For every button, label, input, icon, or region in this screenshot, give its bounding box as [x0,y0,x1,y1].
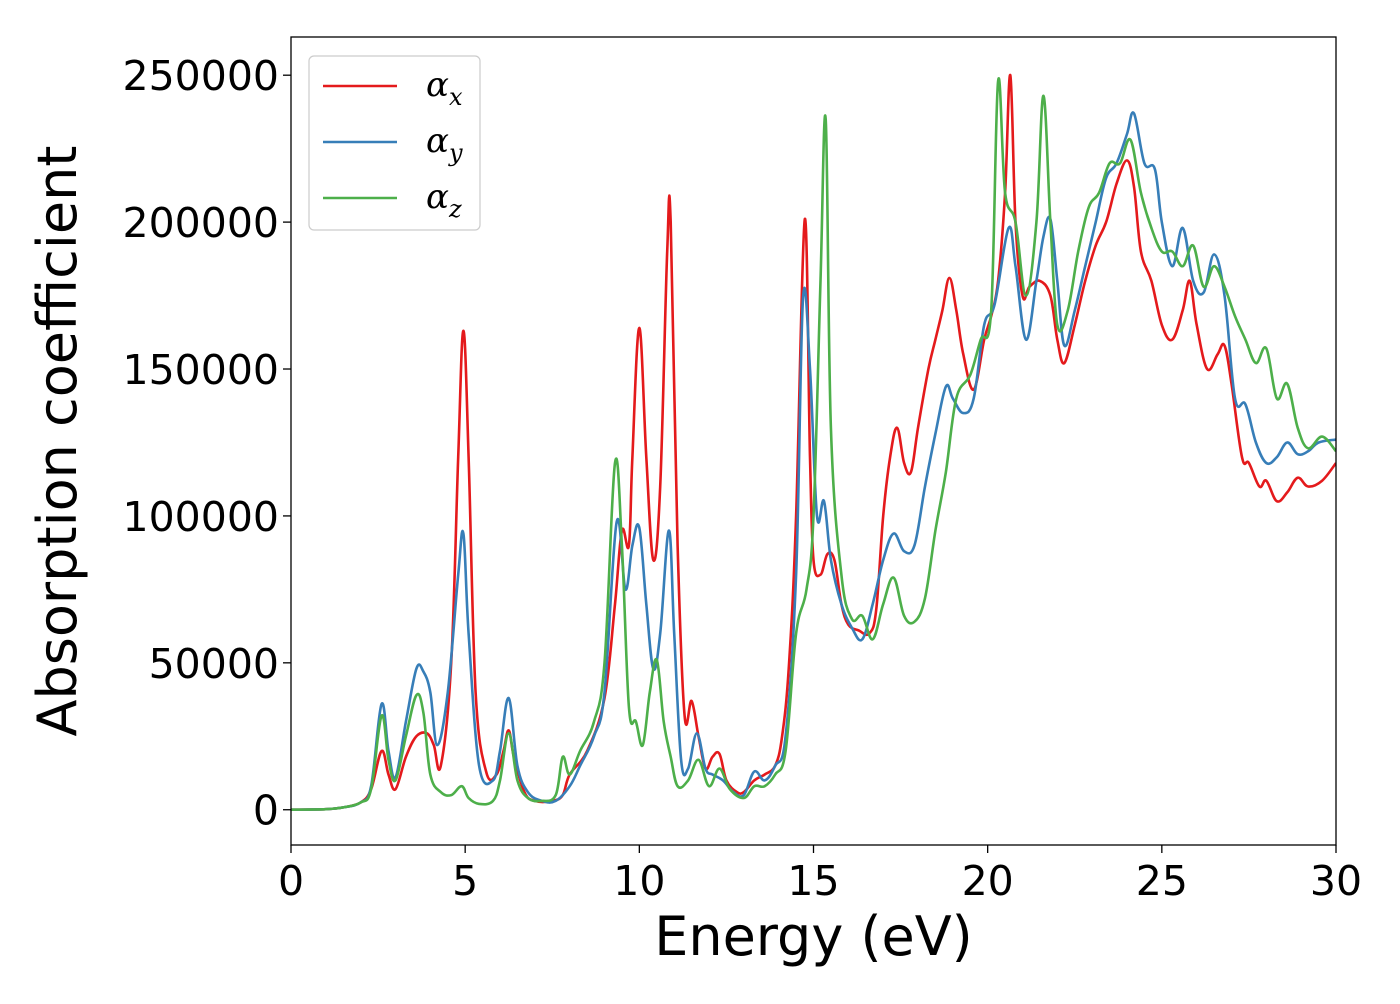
series-line-alpha-y [291,111,1336,811]
y-axis-label: Absorption coefficient [26,146,89,737]
x-tick-label: 20 [962,857,1014,905]
x-axis: 0 5 10 15 20 25 30 [278,845,1362,905]
x-tick-label: 15 [787,857,839,905]
x-tick-label: 25 [1136,857,1188,905]
y-tick-label: 250000 [122,52,279,100]
x-axis-label: Energy (eV) [654,905,973,968]
y-tick-label: 200000 [122,199,279,247]
legend-label-alpha-x: αx [426,65,463,111]
y-tick-label: 0 [253,787,279,835]
legend-label-alpha-y: αy [426,121,463,167]
legend-label-alpha-z: αz [426,177,462,223]
x-tick-label: 0 [278,857,304,905]
series-line-alpha-z [291,77,1336,811]
y-axis: 0 50000 100000 150000 200000 250000 [122,52,291,835]
x-tick-label: 10 [613,857,665,905]
x-tick-label: 5 [452,857,478,905]
series-group [291,73,1336,811]
y-tick-label: 150000 [122,346,279,394]
x-tick-label: 30 [1310,857,1362,905]
y-tick-label: 100000 [122,493,279,541]
legend: αx αy αz [308,55,481,231]
y-tick-label: 50000 [149,640,279,688]
